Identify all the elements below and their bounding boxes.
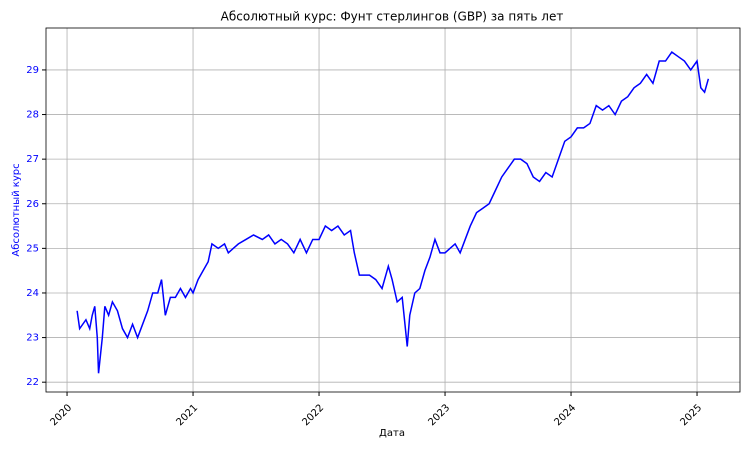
line <box>76 51 710 374</box>
y-tick-label: 25 <box>26 243 39 254</box>
y-tick-label: 27 <box>26 154 39 165</box>
y-tick-label: 28 <box>26 110 39 121</box>
x-axis-label: Дата <box>379 428 405 439</box>
y-tick-label: 24 <box>26 288 39 299</box>
plot-frame <box>45 27 741 393</box>
y-tick-label: 29 <box>26 65 39 76</box>
chart-title: Абсолютный курс: Фунт стерлингов (GBP) з… <box>221 10 564 24</box>
y-tick-label: 22 <box>26 377 39 388</box>
y-axis-label: Абсолютный курс <box>11 163 22 256</box>
y-tick-label: 26 <box>26 199 39 210</box>
y-tick-label: 23 <box>26 333 39 344</box>
